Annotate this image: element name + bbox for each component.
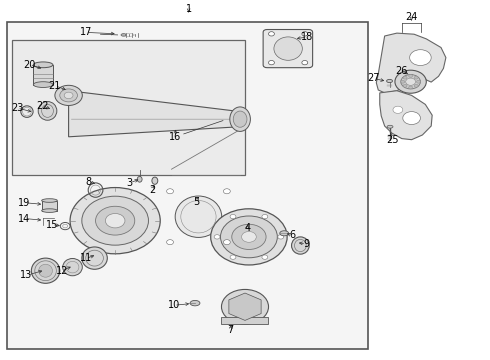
Circle shape <box>220 216 277 258</box>
Circle shape <box>223 189 230 194</box>
Circle shape <box>221 289 269 324</box>
Polygon shape <box>69 91 240 137</box>
Circle shape <box>70 188 160 254</box>
Circle shape <box>302 60 308 65</box>
Ellipse shape <box>33 62 53 68</box>
Text: 20: 20 <box>23 60 36 70</box>
Ellipse shape <box>31 258 60 283</box>
Ellipse shape <box>175 196 222 238</box>
Ellipse shape <box>274 37 302 60</box>
Circle shape <box>269 32 274 36</box>
Text: 23: 23 <box>11 103 24 113</box>
Circle shape <box>401 75 420 89</box>
FancyBboxPatch shape <box>263 30 313 68</box>
Circle shape <box>214 235 220 239</box>
Circle shape <box>232 224 266 249</box>
Ellipse shape <box>121 34 126 36</box>
Ellipse shape <box>152 177 158 184</box>
Text: 12: 12 <box>55 266 68 276</box>
Circle shape <box>230 296 260 318</box>
Circle shape <box>230 215 236 219</box>
Circle shape <box>393 106 403 113</box>
Text: 24: 24 <box>405 12 418 22</box>
Text: 16: 16 <box>170 132 181 142</box>
Circle shape <box>230 255 236 259</box>
Circle shape <box>403 76 407 79</box>
Circle shape <box>401 80 405 83</box>
Text: 7: 7 <box>227 325 233 336</box>
Ellipse shape <box>292 237 309 254</box>
Circle shape <box>403 84 407 87</box>
Text: 2: 2 <box>149 185 155 195</box>
Polygon shape <box>229 293 261 320</box>
Text: 26: 26 <box>395 66 408 76</box>
Circle shape <box>211 209 287 265</box>
Ellipse shape <box>42 199 57 202</box>
Circle shape <box>242 231 256 242</box>
Circle shape <box>409 75 413 77</box>
Polygon shape <box>380 91 432 140</box>
Ellipse shape <box>190 300 200 306</box>
Circle shape <box>302 32 308 36</box>
Text: 15: 15 <box>46 220 58 230</box>
Circle shape <box>55 85 82 105</box>
Bar <box>7 22 368 349</box>
Circle shape <box>409 86 413 89</box>
Text: 6: 6 <box>289 230 295 240</box>
Circle shape <box>414 76 418 79</box>
Text: 17: 17 <box>79 27 92 37</box>
Bar <box>221 317 268 324</box>
Circle shape <box>395 70 426 93</box>
Circle shape <box>416 80 420 83</box>
Circle shape <box>278 235 284 239</box>
Circle shape <box>82 196 148 245</box>
Ellipse shape <box>82 247 107 269</box>
Circle shape <box>167 240 173 245</box>
Circle shape <box>262 215 268 219</box>
Ellipse shape <box>38 102 57 120</box>
Text: 10: 10 <box>168 300 180 310</box>
Ellipse shape <box>63 258 82 276</box>
Ellipse shape <box>42 209 57 212</box>
Circle shape <box>262 255 268 259</box>
Bar <box>33 65 53 85</box>
Ellipse shape <box>233 111 247 127</box>
Bar <box>42 201 57 211</box>
Circle shape <box>60 89 77 102</box>
Ellipse shape <box>39 264 52 277</box>
Circle shape <box>414 84 418 87</box>
Ellipse shape <box>230 107 250 131</box>
Circle shape <box>410 50 431 66</box>
Circle shape <box>96 206 135 235</box>
Ellipse shape <box>280 231 289 236</box>
Text: 27: 27 <box>367 73 380 84</box>
Text: 9: 9 <box>303 239 309 249</box>
Text: 18: 18 <box>301 32 314 42</box>
Text: 19: 19 <box>19 198 30 208</box>
Ellipse shape <box>387 80 392 83</box>
Ellipse shape <box>387 125 393 128</box>
Text: 8: 8 <box>85 177 91 187</box>
Circle shape <box>403 112 420 125</box>
Circle shape <box>64 92 73 99</box>
Text: 22: 22 <box>36 101 49 111</box>
Bar <box>12 40 245 175</box>
Circle shape <box>406 78 416 85</box>
Text: 14: 14 <box>19 213 30 224</box>
Circle shape <box>269 60 274 65</box>
Ellipse shape <box>33 82 53 87</box>
Text: 5: 5 <box>193 197 199 207</box>
Text: 25: 25 <box>386 135 398 145</box>
Circle shape <box>167 189 173 194</box>
Polygon shape <box>376 33 446 93</box>
Text: 4: 4 <box>245 222 250 233</box>
Text: 3: 3 <box>127 178 133 188</box>
Circle shape <box>105 213 125 228</box>
Circle shape <box>223 240 230 245</box>
Text: 13: 13 <box>21 270 32 280</box>
Text: 1: 1 <box>186 4 192 14</box>
Text: 21: 21 <box>49 81 61 91</box>
Text: 11: 11 <box>79 253 92 264</box>
Ellipse shape <box>137 176 142 182</box>
